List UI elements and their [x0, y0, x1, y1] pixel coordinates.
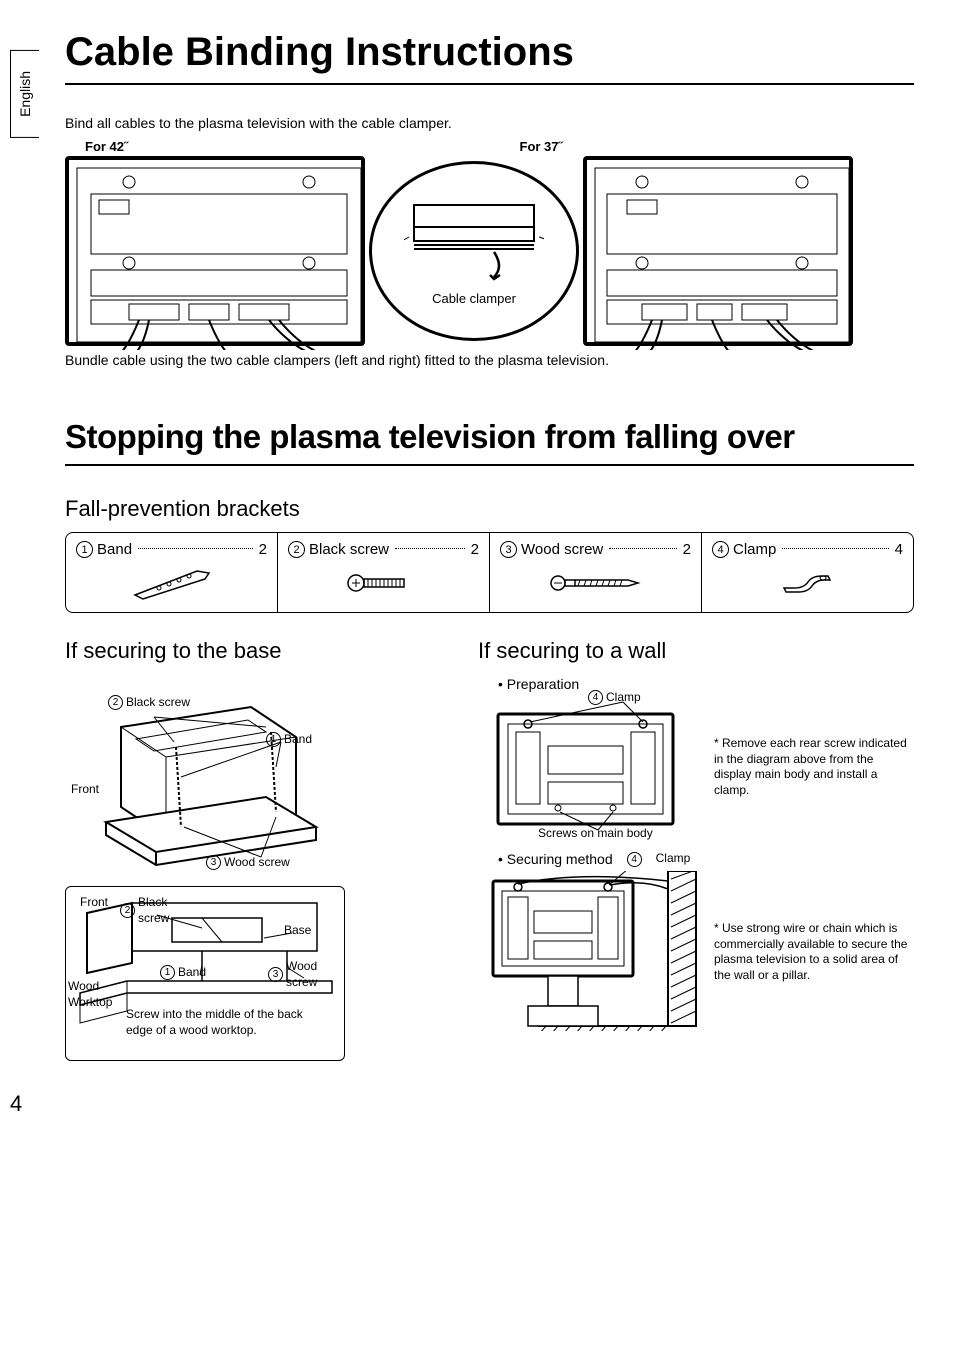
base-diagram-2: Front 2 Black screw Base 1 Band 3 Wood s… [65, 886, 345, 1061]
part-num-4: 4 [712, 541, 729, 558]
part-num-1: 1 [76, 541, 93, 558]
part-name-band: Band [97, 541, 132, 558]
base-diagram-1: 2 Black screw 1 Band Front 3 Wood screw [65, 676, 345, 876]
part-wood-screw: 3 Wood screw 2 [490, 533, 702, 612]
label-for-42: For 42˝ [65, 139, 490, 154]
part-black-screw: 2 Black screw 2 [278, 533, 490, 612]
lbl-clamp-2: Clamp [656, 851, 691, 867]
band-icon [76, 564, 267, 602]
tv-42-back-diagram [65, 156, 365, 346]
wood-screw-icon [500, 564, 691, 602]
lbl-front-1: Front [71, 782, 99, 798]
section1-note: Bundle cable using the two cable clamper… [65, 352, 914, 368]
lbl-screw-note: Screw into the middle of the back edge o… [126, 1007, 316, 1038]
label-for-37: For 37˝ [490, 139, 915, 154]
lbl-front-2: Front [80, 895, 108, 911]
language-tab: English [10, 50, 39, 138]
lbl-clamp-1: Clamp [606, 690, 641, 706]
wall-note-2: * Use strong wire or chain which is comm… [714, 921, 914, 983]
wall-diagram-1: 4 Clamp Screws on main body [478, 696, 698, 841]
clamper-label: Cable clamper [432, 291, 516, 306]
lbl-black-screw-1: Black screw [126, 695, 190, 711]
section1-title: Cable Binding Instructions [65, 30, 914, 85]
wall-note-1: * Remove each rear screw indicated in th… [714, 736, 914, 798]
part-num-2: 2 [288, 541, 305, 558]
black-screw-icon [288, 564, 479, 602]
wall-column: If securing to a wall • Preparation [478, 638, 914, 1061]
clamper-detail-circle: Cable clamper [369, 161, 579, 341]
part-name-black-screw: Black screw [309, 541, 389, 558]
lbl-band-2: Band [178, 965, 206, 981]
lbl-base: Base [284, 923, 311, 939]
lbl-screws-main: Screws on main body [538, 826, 653, 842]
page-number: 4 [10, 1091, 914, 1117]
parts-row: 1 Band 2 2 Black screw 2 [65, 532, 914, 613]
brackets-heading: Fall-prevention brackets [65, 496, 914, 522]
part-qty-band: 2 [259, 541, 267, 558]
part-band: 1 Band 2 [66, 533, 278, 612]
wall-heading: If securing to a wall [478, 638, 914, 664]
part-name-wood-screw: Wood screw [521, 541, 603, 558]
lbl-black-screw-2: Black screw [138, 895, 173, 926]
part-num-3: 3 [500, 541, 517, 558]
clamp-icon [712, 564, 903, 602]
preparation-label: • Preparation [498, 676, 914, 692]
lbl-wood-worktop: Wood Worktop [68, 979, 118, 1010]
wall-diagram-2 [478, 871, 698, 1031]
lbl-wood-screw-2: Wood screw [286, 959, 321, 990]
tv-37-back-diagram [583, 156, 853, 346]
cable-diagram-row: Cable clamper [65, 156, 914, 346]
base-column: If securing to the base [65, 638, 448, 1061]
section1-intro: Bind all cables to the plasma television… [65, 115, 914, 131]
base-heading: If securing to the base [65, 638, 448, 664]
lbl-wood-screw-1: Wood screw [224, 855, 290, 871]
lbl-band-1: Band [284, 732, 312, 748]
securing-method-label: • Securing method [498, 851, 613, 867]
section2-title: Stopping the plasma television from fall… [65, 418, 914, 466]
part-qty-black-screw: 2 [471, 541, 479, 558]
part-qty-clamp: 4 [895, 541, 903, 558]
part-clamp: 4 Clamp 4 [702, 533, 913, 612]
part-qty-wood-screw: 2 [683, 541, 691, 558]
part-name-clamp: Clamp [733, 541, 776, 558]
